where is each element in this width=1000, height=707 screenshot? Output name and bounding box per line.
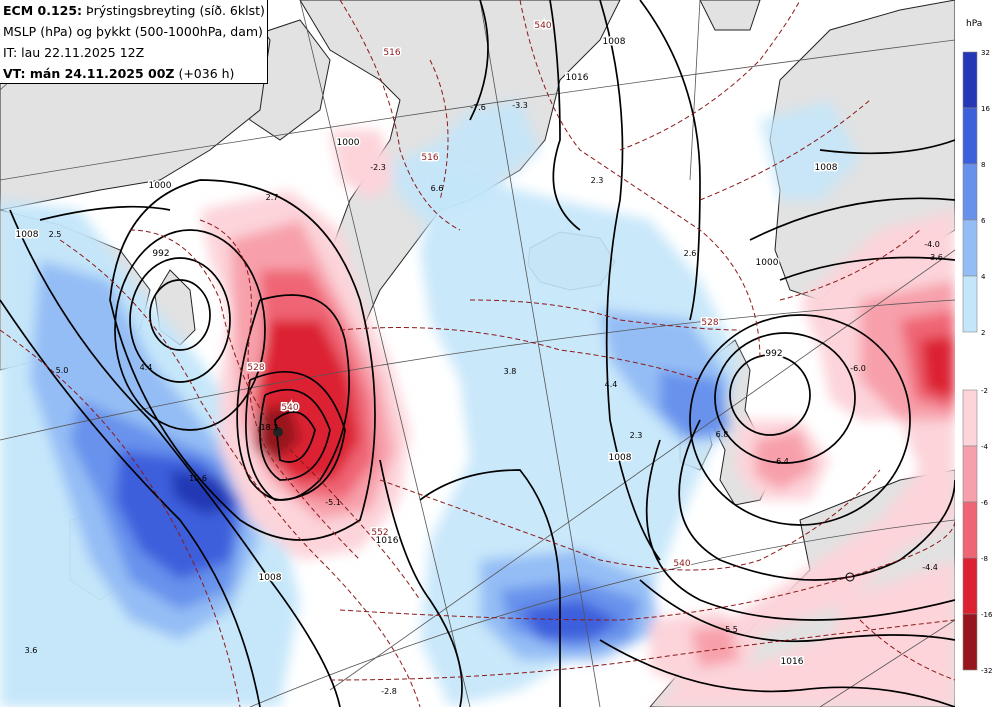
pressure-change-value: -5.5 <box>722 625 738 634</box>
thickness-label: 540 <box>534 21 551 31</box>
pressure-change-value: 5.0 <box>56 366 69 375</box>
pressure-change-value: -4.4 <box>922 563 938 572</box>
pressure-change-value: 2.3 <box>591 176 604 185</box>
isobar-label: 1008 <box>815 163 838 173</box>
isobar-lines <box>0 0 955 707</box>
isobar-label: 1008 <box>259 573 282 583</box>
legend-tick-label: 8 <box>981 161 985 169</box>
thickness-label: 516 <box>383 48 400 58</box>
legend-unit: hPa <box>966 19 982 29</box>
low-center-west <box>273 427 283 437</box>
title-line-4: VT: mán 24.11.2025 00Z (+036 h) <box>3 63 267 84</box>
legend-negative-scale: -2 -4 -6 -8 -16 -32 <box>962 387 993 675</box>
graticule <box>0 0 955 707</box>
pressure-change-value: -3.6 <box>927 253 943 262</box>
thickness-label: 528 <box>701 318 718 328</box>
isobar-label: 1000 <box>756 258 779 268</box>
pressure-change-value: 2.5 <box>49 230 62 239</box>
isobar-labels: 1008 1000 992 1008 1016 1016 1008 1008 1000 992 10… <box>14 36 839 669</box>
valid-time: VT: mán 24.11.2025 00Z <box>3 66 175 81</box>
title-line-2: MSLP (hPa) og þykkt (500-1000hPa, dam) <box>3 24 263 39</box>
pressure-change-value: 6.6 <box>431 184 444 193</box>
pressure-change-value: -2.8 <box>381 687 397 696</box>
legend-swatch <box>962 107 978 165</box>
pressure-change-value: 2.6 <box>684 249 697 258</box>
legend-positive-scale: 32 16 8 6 4 2 <box>962 49 990 337</box>
legend-tick-label: 6 <box>981 217 986 225</box>
legend-tick-label: -4 <box>981 443 989 451</box>
pressure-change-value: -4.0 <box>924 240 940 249</box>
isobar-label: 1016 <box>781 657 804 667</box>
pressure-change-value: -6.0 <box>850 364 866 373</box>
pressure-change-value: 3.8 <box>504 367 517 376</box>
legend-swatch <box>962 51 978 109</box>
forecast-hour: (+036 h) <box>174 66 235 81</box>
legend-tick-label: 4 <box>981 273 986 281</box>
legend-swatch <box>962 219 978 277</box>
legend-tick-label: -16 <box>981 611 993 619</box>
thickness-label: 540 <box>673 559 690 569</box>
parameter-title: Þrýstingsbreyting (síð. 6klst) <box>82 3 265 18</box>
isobar-label: 1016 <box>376 536 399 546</box>
isobar-label: 1008 <box>603 37 626 47</box>
value-labels: 2.5 2.7 -2.3 -7.6 -3.3 6.6 2.3 2.6 -4.0 -3.6 5.0 4.… <box>25 101 943 696</box>
legend-tick-label: -32 <box>981 667 992 675</box>
legend-swatch <box>962 613 978 671</box>
thickness-label: 516 <box>421 153 438 163</box>
legend-tick-label: -6 <box>981 499 989 507</box>
pressure-change-value: 10.6 <box>189 474 207 483</box>
pressure-change-value: 4.4 <box>140 363 153 372</box>
low-center-east <box>845 572 855 582</box>
legend-tick-label: -8 <box>981 555 988 563</box>
pressure-change-value: -6.4 <box>773 457 789 466</box>
isobar-label: 992 <box>152 249 169 259</box>
isobar-label: 1016 <box>566 73 589 83</box>
pressure-change-value: 3.6 <box>25 646 38 655</box>
pressure-change-value: -18.3 <box>258 423 279 432</box>
title-line-1: ECM 0.125: Þrýstingsbreyting (síð. 6klst… <box>3 0 267 21</box>
legend-swatch <box>962 445 978 503</box>
legend-tick-label: 32 <box>981 49 990 57</box>
isobar-label: 1000 <box>337 138 360 148</box>
isobar-label: 1008 <box>16 230 39 240</box>
legend-swatch <box>962 389 978 447</box>
legend-swatch <box>962 275 978 333</box>
legend-tick-label: 2 <box>981 329 985 337</box>
isobar-label: 1008 <box>609 453 632 463</box>
title-box: ECM 0.125: Þrýstingsbreyting (síð. 6klst… <box>0 0 268 84</box>
pressure-change-value: -5.1 <box>325 498 341 507</box>
legend-swatch <box>962 557 978 615</box>
pressure-change-value: 6.8 <box>716 430 729 439</box>
legend-tick-label: 16 <box>981 105 990 113</box>
legend-swatch <box>962 163 978 221</box>
legend-tick-label: -2 <box>981 387 988 395</box>
svalbard-land <box>699 0 761 31</box>
title-line-3: IT: lau 22.11.2025 12Z <box>3 45 145 60</box>
weather-map: 1008 1000 992 1008 1016 1016 1008 1008 1000 992 10… <box>0 0 955 707</box>
isobar-label: 992 <box>765 349 782 359</box>
pressure-change-value: -7.6 <box>470 103 486 112</box>
pressure-change-value: -3.3 <box>512 101 528 110</box>
pressure-change-value: -2.3 <box>370 163 386 172</box>
pressure-change-shading <box>0 100 955 707</box>
color-legend: hPa 32 16 8 6 4 2 -2 -4 -6 -8 -16 -32 <box>955 0 1000 707</box>
thickness-label: 540 <box>281 403 298 413</box>
pressure-change-value: 2.7 <box>266 193 279 202</box>
pressure-change-value: 2.3 <box>630 431 643 440</box>
thickness-lines <box>0 0 955 707</box>
isobar-label: 1000 <box>149 181 172 191</box>
pressure-change-value: 4.4 <box>605 380 618 389</box>
thickness-labels: 528 552 540 528 516 540 516 540 <box>246 20 720 571</box>
legend-swatch <box>962 501 978 559</box>
model-name: ECM 0.125: <box>3 3 83 18</box>
thickness-label: 552 <box>371 528 388 538</box>
thickness-label: 528 <box>247 363 264 373</box>
